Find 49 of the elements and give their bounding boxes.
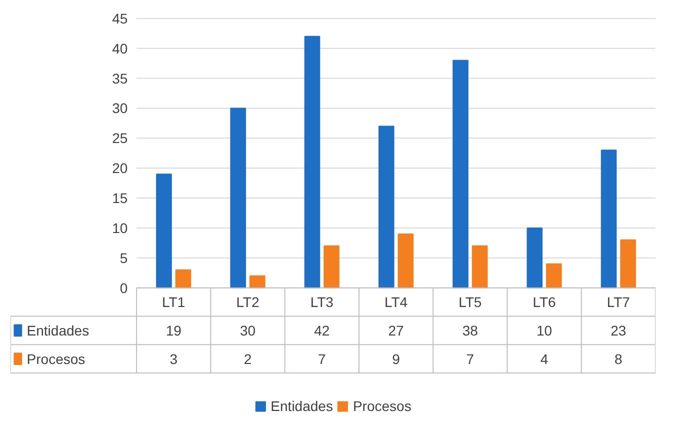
- legend-label: Procesos: [352, 398, 412, 414]
- bar: [230, 108, 246, 288]
- y-tick-label: 30: [112, 100, 128, 116]
- bar: [620, 239, 636, 288]
- data-label: 42: [314, 322, 330, 338]
- y-tick-label: 10: [112, 220, 128, 236]
- bar: [600, 150, 617, 288]
- text: Procesos: [26, 350, 86, 367]
- bar: [452, 60, 468, 288]
- data-label: 30: [240, 322, 256, 338]
- bar: [398, 233, 414, 288]
- y-tick-label: 25: [112, 130, 128, 146]
- bar: [175, 269, 192, 288]
- bar: [324, 245, 340, 288]
- data-label: 10: [536, 322, 552, 338]
- legend-label: Entidades: [26, 322, 90, 338]
- x-tick-label: LT1: [162, 294, 186, 310]
- bar: [249, 275, 266, 288]
- x-tick-label: LT4: [384, 294, 408, 310]
- data-label: 19: [166, 322, 182, 338]
- y-tick-label: 35: [112, 70, 128, 86]
- bar: [472, 245, 488, 288]
- y-tick-label: 0: [120, 280, 128, 296]
- data-label: 27: [388, 322, 404, 338]
- data-label: 3: [170, 350, 178, 367]
- x-tick-label: LT6: [532, 294, 556, 310]
- y-tick-label: 20: [112, 160, 128, 176]
- data-label: 8: [614, 350, 623, 367]
- y-tick-label: 5: [120, 250, 128, 266]
- bar: [546, 263, 562, 288]
- text: Entidades: [270, 398, 333, 414]
- x-tick-label: LT3: [310, 294, 334, 310]
- data-label: 38: [462, 322, 478, 338]
- data-label: 7: [318, 350, 326, 367]
- y-tick-label: 40: [112, 40, 128, 56]
- y-tick-label: 15: [112, 190, 128, 206]
- y-tick-label: 45: [112, 10, 128, 26]
- bar: [304, 36, 320, 288]
- x-tick-label: LT5: [458, 294, 482, 310]
- data-label: 9: [392, 350, 400, 367]
- x-tick-label: LT2: [236, 294, 260, 310]
- data-label: 7: [466, 350, 474, 367]
- data-label: 2: [244, 350, 252, 367]
- data-label: 4: [540, 350, 548, 367]
- x-tick-label: LT7: [606, 294, 630, 310]
- bar: [156, 174, 172, 288]
- bar: [526, 227, 543, 288]
- data-label: 23: [610, 322, 626, 338]
- bar: [378, 126, 394, 288]
